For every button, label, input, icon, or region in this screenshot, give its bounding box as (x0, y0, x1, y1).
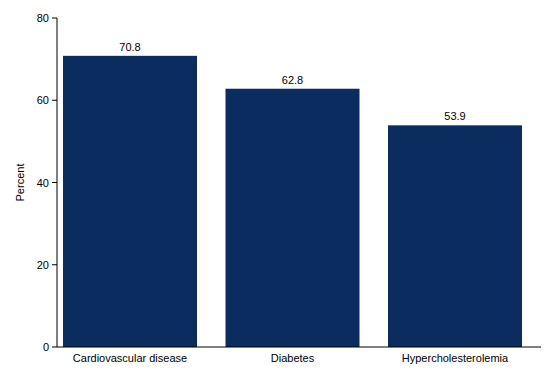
y-axis-label: Percent (14, 164, 26, 202)
y-tick-label: 40 (37, 177, 49, 189)
x-axis-line (57, 347, 541, 348)
y-tick (52, 347, 57, 348)
y-tick (52, 100, 57, 101)
x-tick-label: Hypercholesterolemia (402, 352, 509, 364)
y-tick (52, 264, 57, 265)
y-tick (52, 182, 57, 183)
bar (226, 89, 360, 347)
y-tick-label: 80 (37, 12, 49, 24)
bar (388, 125, 522, 347)
bars (63, 56, 522, 347)
y-tick-label: 60 (37, 94, 49, 106)
chart: 0 20 40 60 80 Cardiovascular disease Diabetes H… (0, 0, 560, 381)
y-tick-label: 20 (37, 259, 49, 271)
x-tick-label: Diabetes (271, 352, 315, 364)
y-tick (52, 18, 57, 19)
x-tick-label: Cardiovascular disease (73, 352, 187, 364)
data-label: 62.8 (282, 74, 303, 86)
data-label: 53.9 (444, 110, 465, 122)
bar (63, 56, 197, 347)
data-label: 70.8 (119, 41, 140, 53)
y-tick-label: 0 (43, 341, 49, 353)
